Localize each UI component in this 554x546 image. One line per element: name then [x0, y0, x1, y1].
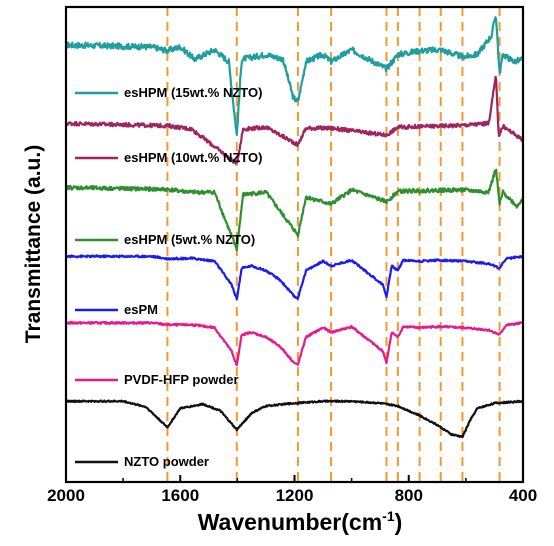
x-tick-label-3: 800 [395, 486, 423, 505]
series-line-2 [65, 168, 525, 252]
legend-group: esHPM (15wt.% NZTO) esHPM (10wt.% NZTO) es… [75, 85, 262, 469]
legend-label-1: esHPM (10wt.% NZTO) [124, 150, 262, 165]
y-axis-title: Transmittance (a.u.) [22, 145, 45, 343]
legend-label-2: esHPM (5wt.% NZTO) [124, 232, 255, 247]
x-axis-title-close: ) [395, 509, 403, 535]
series-line-0 [65, 16, 524, 136]
x-axis-title-sup: -1 [382, 508, 395, 524]
legend-label-5: NZTO powder [124, 454, 209, 469]
series-line-3 [64, 254, 524, 301]
series-line-1 [64, 75, 524, 165]
x-axis-title: Wavenumber(cm-1) [198, 508, 403, 535]
series-line-5 [65, 399, 524, 439]
x-tick-label-0: 2000 [47, 486, 85, 505]
x-axis-title-main: Wavenumber(cm [198, 509, 382, 535]
legend-label-0: esHPM (15wt.% NZTO) [124, 85, 262, 100]
legend-label-3: esPM [124, 302, 158, 317]
x-tick-label-1: 1600 [161, 486, 199, 505]
x-tick-label-4: 400 [509, 486, 537, 505]
x-tick-label-2: 1200 [276, 486, 314, 505]
legend-label-4: PVDF-HFP powder [124, 372, 239, 387]
x-axis: 2000 1600 1200 800 400 [47, 475, 537, 505]
series-group [64, 16, 525, 439]
series-line-4 [65, 320, 524, 367]
